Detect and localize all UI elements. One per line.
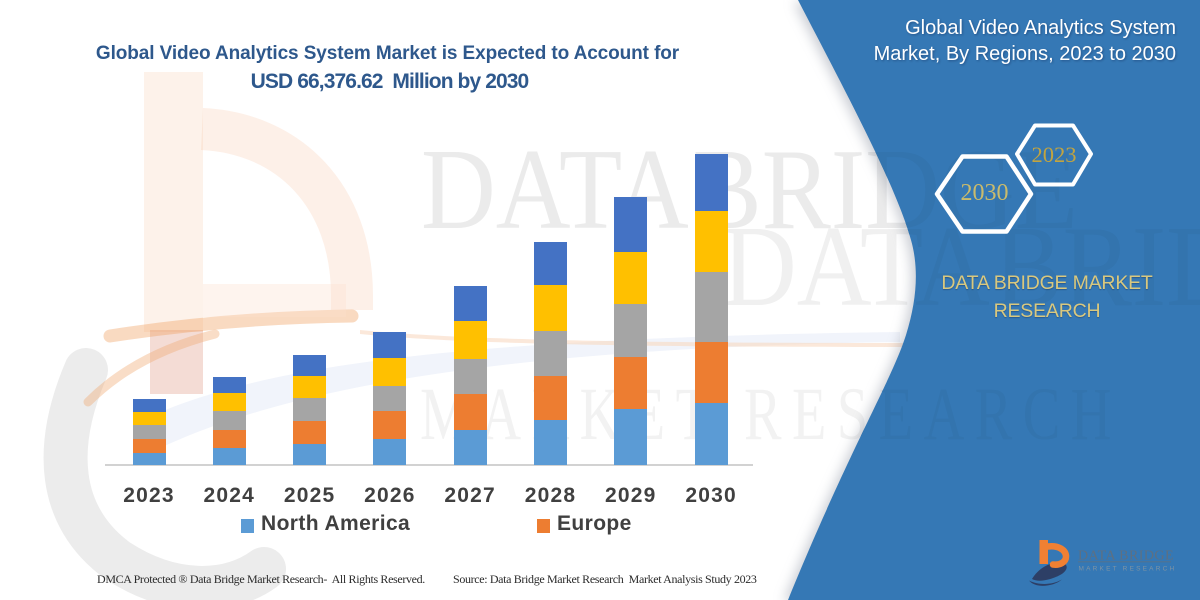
svg-text:2030: 2030	[961, 180, 1009, 206]
svg-text:DATA BRIDGE: DATA BRIDGE	[1078, 549, 1174, 564]
svg-text:2023: 2023	[1032, 142, 1077, 167]
svg-text:MARKET RESEARCH: MARKET RESEARCH	[1079, 566, 1177, 573]
